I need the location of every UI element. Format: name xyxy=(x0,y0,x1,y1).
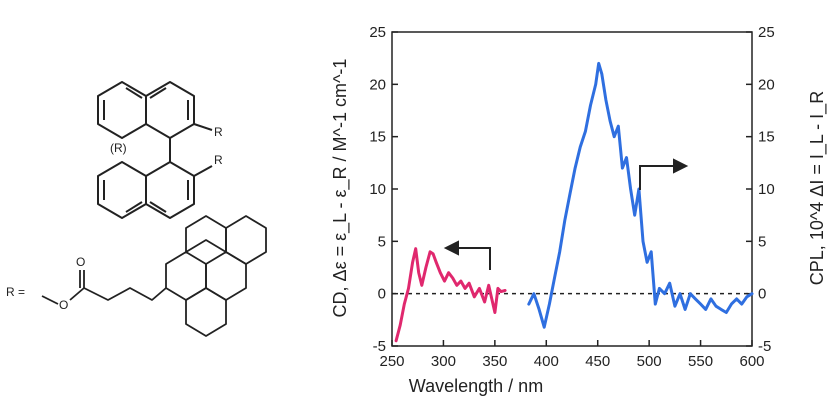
y-tick-label-left: -5 xyxy=(373,338,386,355)
y-tick-label-right: 5 xyxy=(758,233,766,250)
x-tick-label: 350 xyxy=(482,353,507,370)
lower-r-bond xyxy=(193,165,213,177)
y-tick-label-right: 0 xyxy=(758,286,766,303)
cd-series-line xyxy=(394,247,507,343)
lower-naphthalene-right-ring xyxy=(145,161,195,219)
y-tick-label-right: 20 xyxy=(758,76,775,93)
config-label: (R) xyxy=(110,141,127,155)
y-axis-title-right: CPL, 10^4 ΔI = I_L - I_R xyxy=(807,91,828,285)
upper-r-bond xyxy=(193,123,213,131)
y-tick-label-left: 15 xyxy=(369,129,386,146)
carbonyl-oxygen: O xyxy=(76,255,85,269)
y-tick-label-left: 10 xyxy=(369,181,386,198)
r-label-bottom: R xyxy=(214,153,223,167)
y-tick-label-right: 15 xyxy=(758,129,775,146)
y-axis-right: -5 0 5 10 15 20 25 xyxy=(746,24,775,355)
x-tick-label: 450 xyxy=(585,353,610,370)
y-tick-label-right: -5 xyxy=(758,338,771,355)
y-tick-label-left: 0 xyxy=(378,286,386,303)
x-tick-label: 250 xyxy=(379,353,404,370)
y-axis-title-left: CD, Δε = ε_L - ε_R / M^-1 cm^-1 xyxy=(330,59,351,318)
r-definition-label: R = xyxy=(6,285,25,299)
cpl-series-line xyxy=(527,61,754,329)
x-tick-label: 550 xyxy=(688,353,713,370)
upper-naphthalene-right-ring xyxy=(145,81,195,139)
cd-axis-arrow xyxy=(443,240,491,270)
x-axis-title: Wavelength / nm xyxy=(409,376,543,396)
x-tick-label: 300 xyxy=(431,353,456,370)
r-label-top: R xyxy=(214,125,223,139)
y-tick-label-left: 5 xyxy=(378,233,386,250)
upper-naphthalene-left-ring xyxy=(97,81,147,139)
ester-oxygen: O xyxy=(59,298,68,312)
binaphthyl-structure xyxy=(97,81,213,219)
series-layer xyxy=(394,61,754,343)
x-tick-label: 500 xyxy=(637,353,662,370)
y-tick-label-left: 25 xyxy=(369,24,386,41)
cpl-axis-arrow xyxy=(639,158,689,190)
y-tick-label-right: 10 xyxy=(758,181,775,198)
y-tick-label-left: 20 xyxy=(369,76,386,93)
y-tick-label-right: 25 xyxy=(758,24,775,41)
x-axis: 250 300 350 400 450 500 550 600 xyxy=(379,340,765,370)
lower-naphthalene-left-ring xyxy=(97,161,147,219)
x-tick-label: 600 xyxy=(739,353,764,370)
pyrenyl-butanoate-structure xyxy=(41,215,267,337)
x-tick-label: 400 xyxy=(534,353,559,370)
y-axis-left: -5 0 5 10 15 20 25 xyxy=(369,24,398,355)
